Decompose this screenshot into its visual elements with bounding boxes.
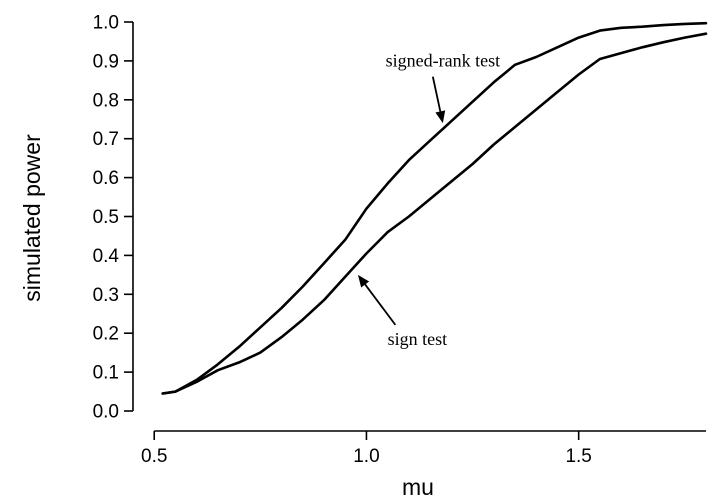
y-tick-label: 0.2	[93, 324, 119, 345]
y-tick-label: 0.7	[93, 129, 119, 150]
annotations: signed-rank test sign test	[357, 51, 500, 349]
y-tick-label: 0.4	[93, 246, 120, 267]
series-line-0	[161, 21, 708, 395]
y-tick-label: 0.6	[93, 168, 119, 189]
y-axis-title: simulated power	[19, 134, 45, 302]
y-tick-label: 1.0	[93, 13, 119, 34]
x-tick-label: 1.0	[353, 446, 379, 467]
annotation-arrowhead-1	[357, 274, 370, 288]
annotation-label-1: sign test	[388, 329, 448, 349]
series-line-1	[161, 32, 708, 395]
y-tick-label: 0.0	[93, 402, 119, 423]
y-tick-label: 0.1	[93, 363, 119, 384]
ticks: 0.0 0.1 0.2 0.3 0.4 0.5 0.6 0.7 0.8 0.9 1.0 0.5 1.0 1…	[93, 13, 592, 468]
y-tick-label: 0.9	[93, 51, 119, 72]
annotation-arrow-1	[364, 283, 397, 326]
y-tick-label: 0.5	[93, 207, 119, 228]
annotation-label-0: signed-rank test	[386, 51, 500, 71]
series-group	[161, 21, 708, 395]
annotation-arrowhead-0	[435, 110, 446, 124]
annotation-arrow-0	[431, 76, 442, 112]
x-tick-label: 1.5	[565, 446, 591, 467]
x-tick-label: 0.5	[141, 446, 167, 467]
y-tick-label: 0.3	[93, 285, 119, 306]
x-axis-title: mu	[402, 474, 434, 499]
y-tick-label: 0.8	[93, 90, 119, 111]
